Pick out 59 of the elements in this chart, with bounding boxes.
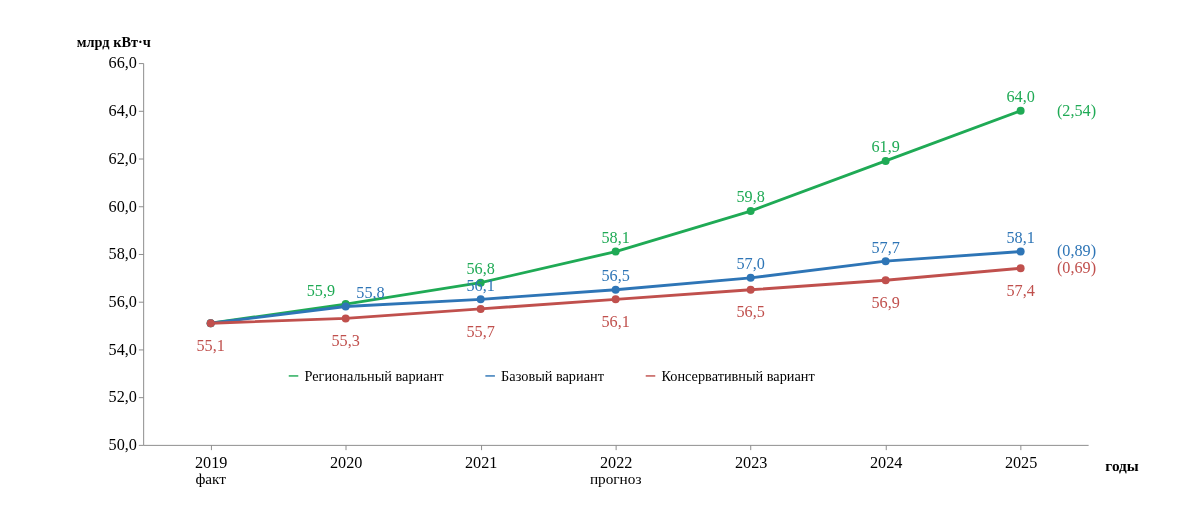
point <box>746 285 755 294</box>
legend-label: Базовый вариант <box>501 367 605 384</box>
y-tick-label: 56,0 <box>108 292 137 311</box>
data-label: 56,8 <box>466 260 495 279</box>
legend-label: Консервативный вариант <box>661 367 816 384</box>
point <box>611 295 620 304</box>
y-tick-label: 60,0 <box>108 197 137 216</box>
annotation: (2,54) <box>1056 101 1097 120</box>
data-label: 56,5 <box>601 267 630 286</box>
point <box>746 207 755 216</box>
point <box>1016 247 1025 256</box>
data-label: 56,1 <box>601 313 630 332</box>
annotation: (0,69) <box>1056 259 1097 278</box>
data-label: 55,9 <box>306 281 336 300</box>
y-tick-label: 58,0 <box>108 245 137 264</box>
data-label: 59,8 <box>736 188 765 207</box>
data-label: 57,7 <box>871 238 900 257</box>
point <box>1016 106 1025 115</box>
x-tick-label: 2019 <box>194 454 228 473</box>
point <box>881 276 890 285</box>
point <box>611 285 620 294</box>
data-label: 56,9 <box>871 293 900 312</box>
y-tick-label: 62,0 <box>108 149 137 168</box>
y-tick-label: 50,0 <box>108 436 137 455</box>
y-axis-title: млрд кВт·ч <box>76 34 151 51</box>
y-tick-label: 52,0 <box>108 388 137 407</box>
data-label: 57,0 <box>736 255 765 274</box>
data-label: 56,5 <box>736 303 765 322</box>
data-label: 64,0 <box>1006 88 1035 107</box>
data-label: 58,1 <box>1006 229 1035 248</box>
x-tick-label: 2024 <box>869 454 903 473</box>
point <box>881 156 890 165</box>
x-tick-label: 2023 <box>734 454 768 473</box>
legend-label: Региональный вариант <box>304 367 445 384</box>
x-tick-label: 2022 <box>599 454 633 473</box>
point <box>1016 264 1025 273</box>
data-label: 55,8 <box>356 283 385 302</box>
point <box>476 304 485 313</box>
point <box>341 314 350 323</box>
data-label: 55,7 <box>466 322 495 341</box>
data-label: 58,1 <box>601 229 630 248</box>
y-tick-label: 54,0 <box>108 340 137 359</box>
point <box>746 273 755 282</box>
data-label: 55,1 <box>196 336 225 355</box>
x-tick-label: 2025 <box>1004 454 1038 473</box>
point <box>476 295 485 304</box>
y-tick-label: 66,0 <box>108 54 137 73</box>
x-tick-label: 2020 <box>329 454 363 473</box>
data-label: 61,9 <box>871 138 900 157</box>
data-label: 57,4 <box>1006 282 1035 300</box>
text: прогноз <box>589 470 642 488</box>
x-tick-label: 2021 <box>464 454 498 473</box>
y-tick-label: 64,0 <box>108 102 137 121</box>
annotation: (0,89) <box>1056 242 1097 261</box>
x-axis-title: годы <box>1105 457 1139 475</box>
text: факт <box>195 470 227 488</box>
point <box>881 257 890 266</box>
point <box>611 247 620 256</box>
data-label: 55,3 <box>331 332 360 351</box>
